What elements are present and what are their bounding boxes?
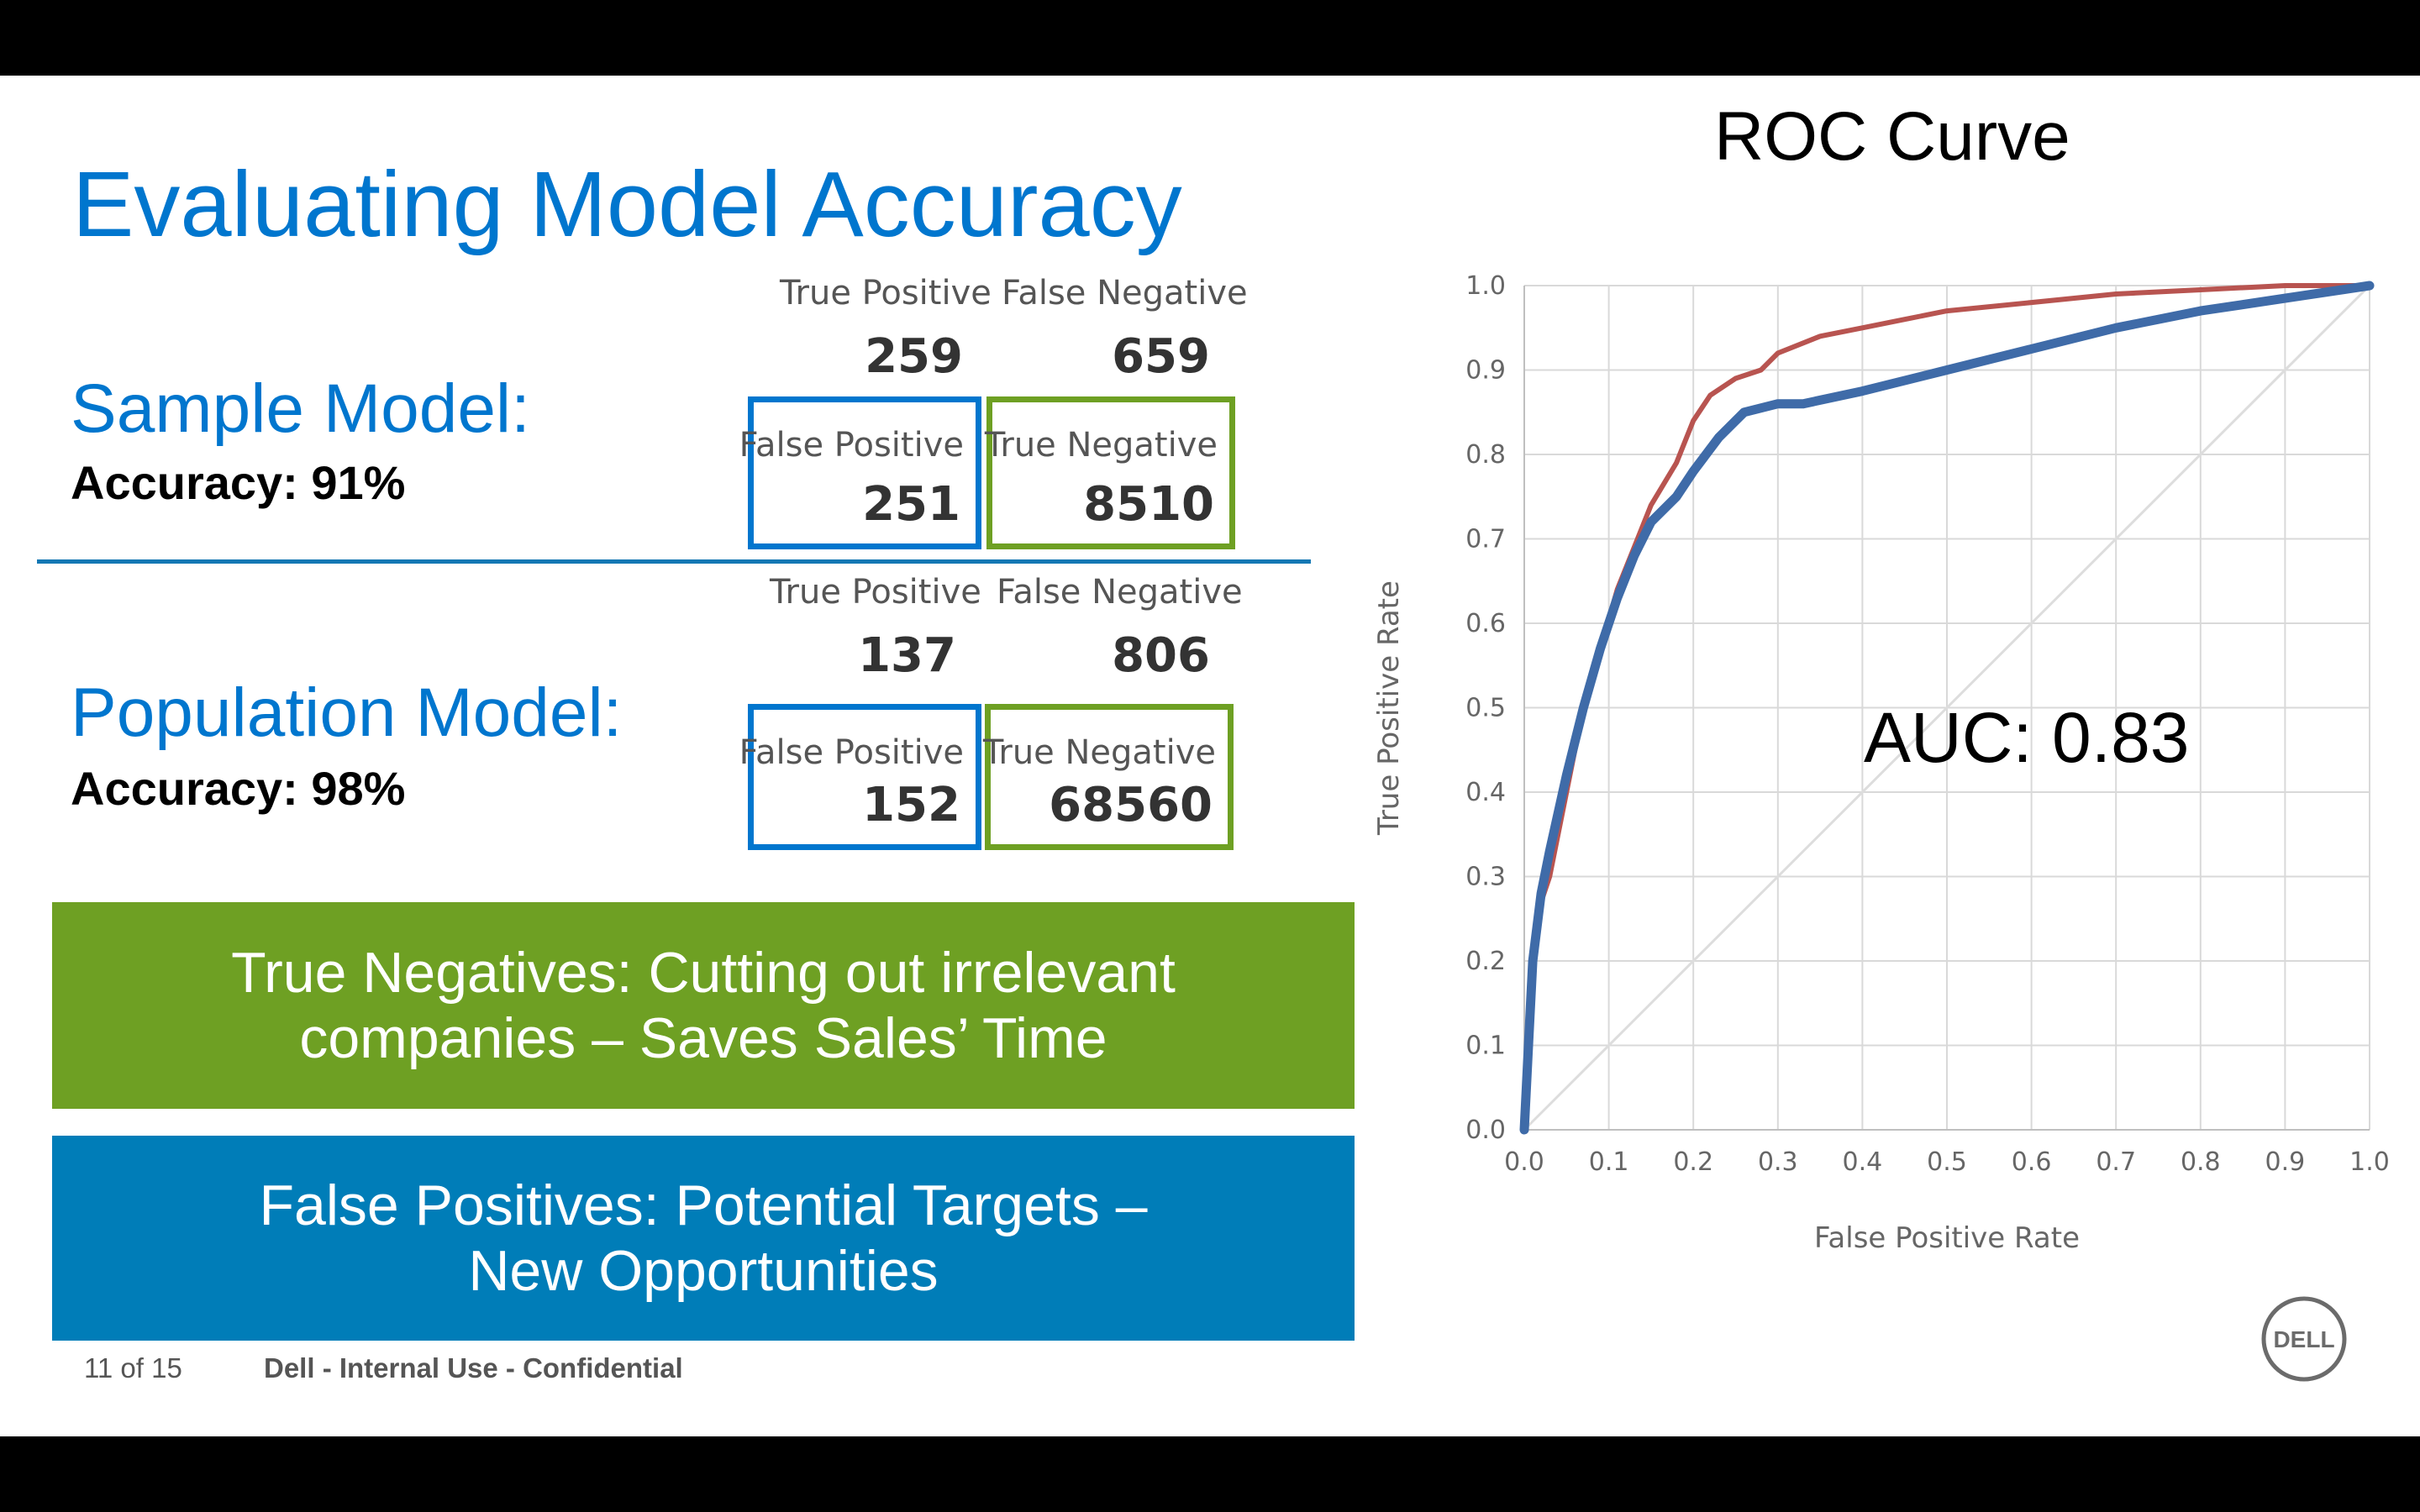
x-axis-label: False Positive Rate [1814,1221,2080,1255]
false-positives-line2: New Opportunities [468,1239,939,1303]
sample-tp-value: 259 [865,329,963,384]
population-fn-label: False Negative [997,573,1243,612]
x-tick-label: 1.0 [2349,1147,2390,1177]
sample-model-accuracy: Accuracy: 91% [71,456,406,509]
sample-model-title: Sample Model: [71,370,530,447]
true-negatives-line2: companies – Saves Sales’ Time [299,1006,1107,1070]
x-tick-label: 0.8 [2181,1147,2221,1177]
population-model-accuracy: Accuracy: 98% [71,762,406,815]
sample-tp-label: True Positive [780,274,992,312]
population-tn-label: True Negative [982,733,1216,772]
sample-fn-value: 659 [1112,329,1210,384]
population-tp-value: 137 [858,628,956,683]
y-tick-label: 0.9 [1465,356,1506,386]
x-tick-label: 0.3 [1758,1147,1798,1177]
true-negatives-banner: True Negatives: Cutting out irrelevant c… [52,902,1355,1109]
false-positives-line1: False Positives: Potential Targets – [259,1173,1148,1237]
y-tick-label: 1.0 [1465,271,1506,301]
y-axis-label: True Positive Rate [1372,580,1406,836]
letterbox-top [0,0,2420,76]
x-tick-label: 0.0 [1504,1147,1544,1177]
population-tn-value: 68560 [1049,778,1213,832]
slide-title: Evaluating Model Accuracy [72,153,1182,256]
y-tick-label: 0.5 [1465,694,1506,723]
roc-series-red [1522,283,2372,1132]
y-tick-label: 0.4 [1465,778,1506,807]
x-tick-label: 0.4 [1843,1147,1883,1177]
sample-fp-value: 251 [862,477,960,532]
page-number: 11 of 15 [84,1352,182,1383]
y-tick-label: 0.3 [1465,863,1506,892]
letterbox-bottom [0,1436,2420,1512]
sample-fp-box: False Positive 251 [739,396,981,549]
reference-diagonal [1523,284,2371,1131]
dell-logo-text: DELL [2273,1326,2334,1352]
x-tick-label: 0.5 [1927,1147,1967,1177]
y-tick-label: 0.2 [1465,947,1506,976]
sample-tn-box: True Negative 8510 [984,396,1235,549]
y-tick-label: 0.1 [1465,1032,1506,1061]
population-tp-label: True Positive [770,573,981,612]
population-fp-box: False Positive 152 [739,704,981,850]
slide: Evaluating Model Accuracy Sample Model: … [0,76,2420,1436]
population-fn-value: 806 [1112,628,1210,683]
sample-fp-label: False Positive [739,426,964,465]
x-tick-label: 0.9 [2265,1147,2306,1177]
x-tick-label: 0.1 [1589,1147,1629,1177]
x-tick-label: 0.2 [1673,1147,1713,1177]
false-positives-banner: False Positives: Potential Targets – New… [52,1136,1355,1341]
dell-logo: DELL [2261,1296,2347,1382]
chart-title: ROC Curve [1714,98,2070,175]
section-divider [37,559,1311,564]
x-tick-label: 0.6 [2012,1147,2052,1177]
y-tick-label: 0.0 [1465,1116,1506,1145]
y-tick-label: 0.7 [1465,525,1506,554]
true-negatives-line1: True Negatives: Cutting out irrelevant [231,941,1176,1005]
population-model-title: Population Model: [71,675,623,751]
sample-tn-label: True Negative [984,426,1218,465]
roc-series-blue [1519,281,2375,1135]
x-tick-label: 0.7 [2096,1147,2136,1177]
population-fp-value: 152 [862,778,960,832]
population-tn-box: True Negative 68560 [982,704,1234,850]
sample-fn-label: False Negative [1002,274,1248,312]
y-tick-label: 0.6 [1465,609,1506,638]
confidential-notice: Dell - Internal Use - Confidential [264,1352,683,1383]
y-tick-label: 0.8 [1465,440,1506,470]
roc-chart: 0.0 0.1 0.2 0.3 0.4 0.5 0.6 0.7 0.8 0.9 1.0 0.0 0.1 0… [1372,271,2390,1255]
auc-annotation: AUC: 0.83 [1864,698,2190,777]
population-fp-label: False Positive [739,733,964,772]
sample-tn-value: 8510 [1083,477,1214,532]
